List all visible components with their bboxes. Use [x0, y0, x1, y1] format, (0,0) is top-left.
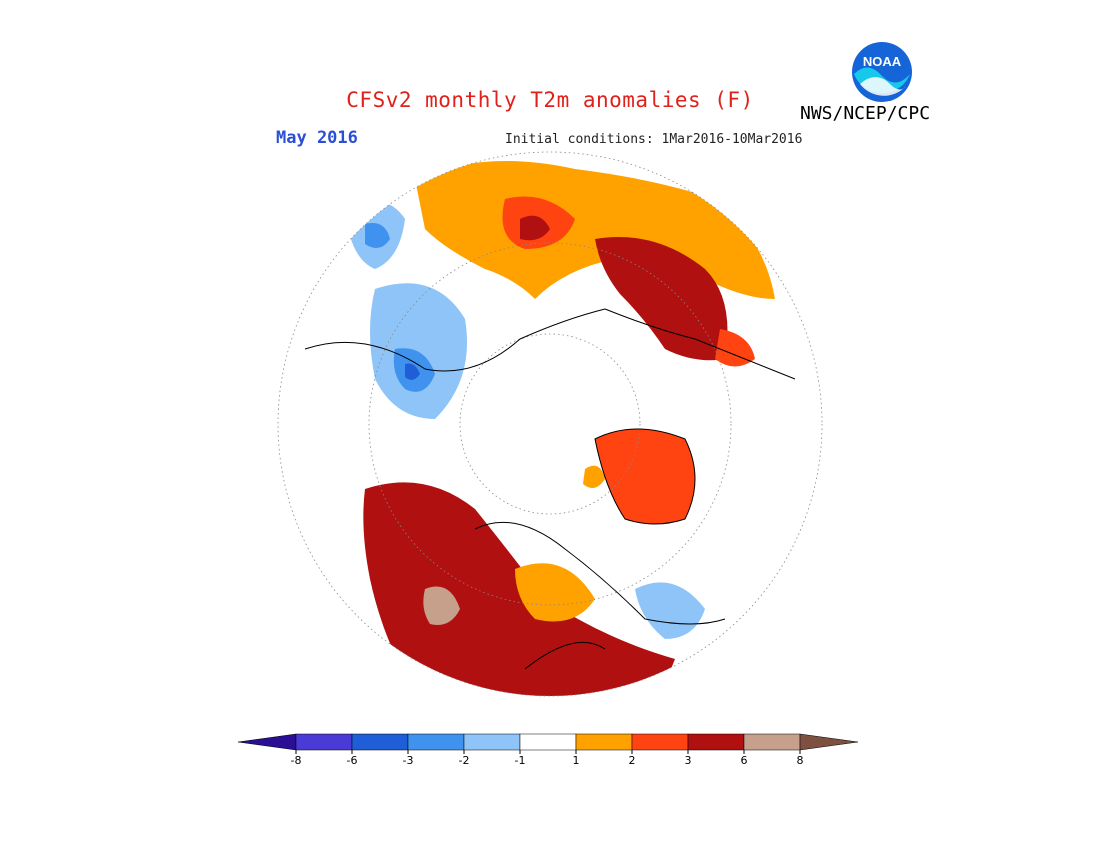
forecast-month: May 2016	[276, 128, 358, 148]
legend-bin	[351, 733, 409, 751]
legend-tick-label: -3	[403, 754, 414, 767]
legend-bin	[687, 733, 745, 751]
legend-tick-label: -1	[515, 754, 526, 767]
legend-tick-label: 3	[685, 754, 692, 767]
coastlines	[304, 308, 796, 670]
chart-title: CFSv2 monthly T2m anomalies (F)	[346, 88, 754, 112]
legend-bin	[631, 733, 689, 751]
legend-arrow-high	[799, 733, 859, 751]
legend-tick-label: 6	[741, 754, 748, 767]
legend-tick-label: 8	[797, 754, 804, 767]
polar-map	[275, 149, 825, 699]
agency-label: NWS/NCEP/CPC	[800, 103, 931, 124]
legend-bin	[407, 733, 465, 751]
legend-tick-label: -6	[347, 754, 358, 767]
noaa-logo: NOAA	[852, 42, 912, 102]
legend-bin	[575, 733, 633, 751]
legend-tick-label: -2	[459, 754, 470, 767]
logo-text: NOAA	[863, 54, 902, 69]
initial-conditions: Initial conditions: 1Mar2016-10Mar2016	[505, 132, 803, 147]
legend-tick-label: 2	[629, 754, 636, 767]
anomaly-field-layer	[345, 161, 775, 696]
color-legend: -8 -6 -3 -2 -1 1 2 3 6 8	[238, 733, 859, 767]
legend-bin	[743, 733, 801, 751]
legend-bin	[519, 733, 577, 751]
legend-tick-label: 1	[573, 754, 580, 767]
graticule	[277, 151, 823, 697]
legend-arrow-low	[238, 733, 297, 751]
legend-bin	[463, 733, 521, 751]
legend-bin	[295, 733, 353, 751]
legend-tick-label: -8	[291, 754, 302, 767]
